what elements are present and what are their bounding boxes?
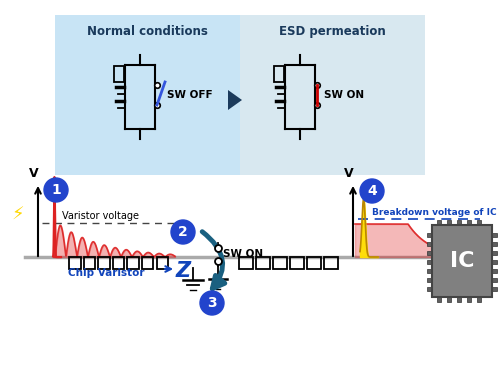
Bar	[427, 260, 432, 264]
Bar	[308, 257, 320, 269]
Bar	[256, 257, 270, 269]
Text: Z: Z	[176, 261, 190, 281]
Text: SW OFF: SW OFF	[167, 90, 212, 100]
FancyArrowPatch shape	[202, 232, 225, 289]
Bar	[427, 287, 432, 291]
Text: 4: 4	[367, 184, 377, 198]
Circle shape	[44, 178, 68, 202]
Bar	[0, 175, 500, 375]
Text: 2: 2	[178, 225, 188, 239]
Bar	[427, 233, 432, 237]
Bar	[477, 220, 481, 225]
Bar	[447, 297, 451, 302]
Bar	[457, 297, 461, 302]
Text: IC: IC	[450, 251, 474, 271]
Bar	[492, 269, 497, 273]
Bar	[432, 225, 492, 297]
Bar	[427, 242, 432, 246]
Bar	[427, 278, 432, 282]
Bar	[492, 233, 497, 237]
Bar	[467, 297, 471, 302]
Text: ESD permeation: ESD permeation	[278, 25, 386, 38]
Bar	[437, 297, 441, 302]
Bar	[84, 257, 95, 269]
Bar	[427, 269, 432, 273]
Text: Varistor voltage: Varistor voltage	[62, 211, 139, 221]
Bar	[240, 15, 425, 175]
Text: SW ON: SW ON	[324, 90, 364, 100]
Bar	[427, 251, 432, 255]
Bar	[477, 297, 481, 302]
Bar	[492, 260, 497, 264]
Bar	[114, 66, 124, 82]
Circle shape	[200, 291, 224, 315]
Bar	[290, 257, 304, 269]
Bar	[142, 257, 154, 269]
Bar	[492, 278, 497, 282]
Text: Chip Varistor: Chip Varistor	[68, 268, 144, 278]
Bar	[492, 287, 497, 291]
Text: ⚡: ⚡	[12, 206, 24, 224]
Bar	[113, 257, 124, 269]
Circle shape	[171, 220, 195, 244]
Bar	[324, 257, 338, 269]
Bar	[128, 257, 139, 269]
Bar	[240, 257, 252, 269]
Text: Normal conditions: Normal conditions	[86, 25, 208, 38]
Text: V: V	[344, 167, 354, 180]
Text: Breakdown voltage of IC: Breakdown voltage of IC	[372, 208, 496, 217]
Bar	[437, 220, 441, 225]
Bar	[492, 242, 497, 246]
Bar	[447, 220, 451, 225]
Bar	[274, 66, 284, 82]
Text: SW ON: SW ON	[223, 249, 263, 259]
Bar	[69, 257, 80, 269]
Bar	[274, 257, 286, 269]
Bar	[457, 220, 461, 225]
Bar	[467, 220, 471, 225]
Bar	[55, 15, 240, 175]
Text: 1: 1	[51, 183, 61, 197]
Bar	[98, 257, 110, 269]
Text: 3: 3	[207, 296, 217, 310]
Bar	[492, 251, 497, 255]
Polygon shape	[228, 90, 242, 110]
Text: V: V	[29, 167, 39, 180]
Circle shape	[360, 179, 384, 203]
Bar	[156, 257, 168, 269]
